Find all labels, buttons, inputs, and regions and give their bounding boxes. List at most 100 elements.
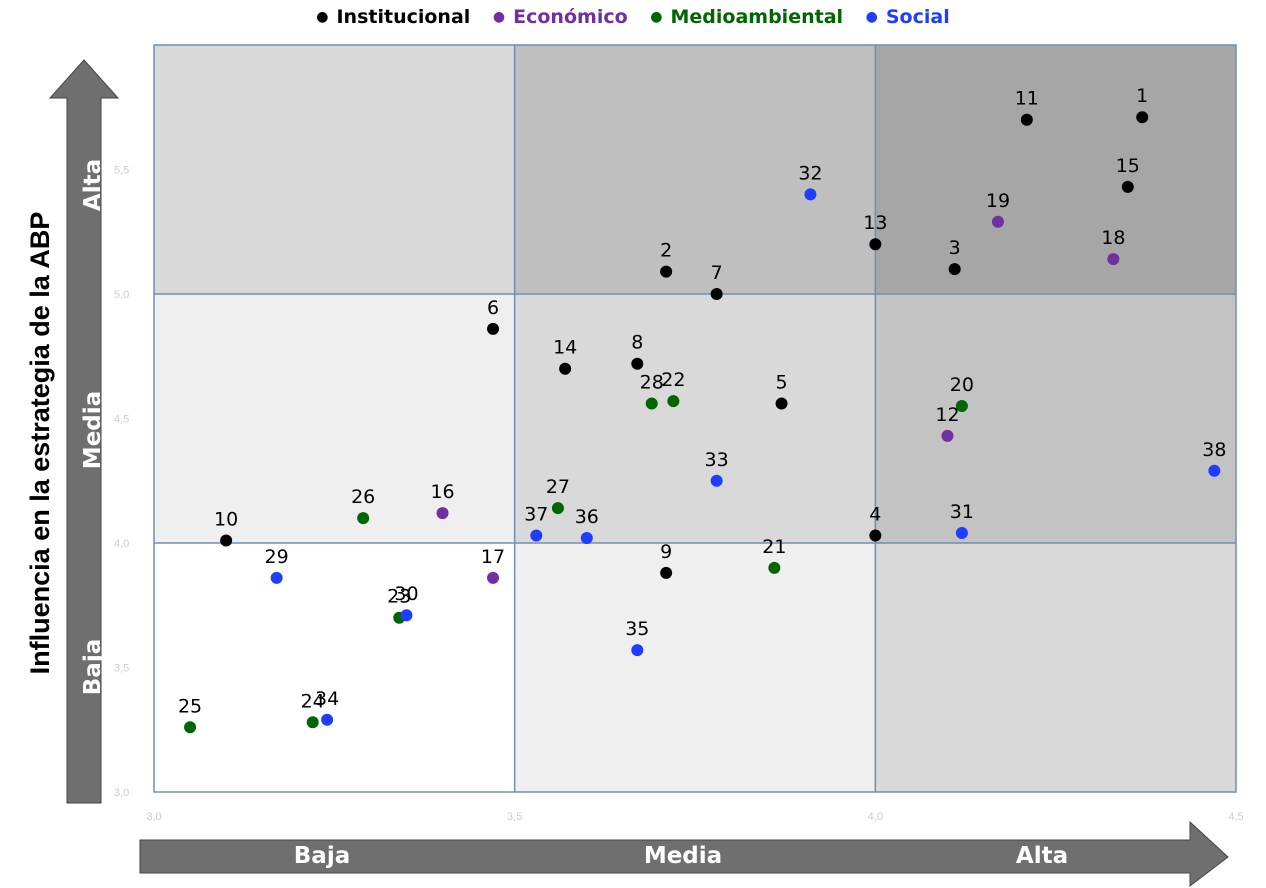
data-point-label: 23	[387, 586, 411, 608]
data-point-label: 5	[776, 372, 788, 394]
legend-label: Medioambiental	[670, 6, 844, 28]
legend: ● Institucional ● Económico ● Medioambienta…	[0, 6, 1266, 28]
data-point-label: 19	[986, 190, 1010, 212]
y-tick-label: 4,0	[114, 538, 129, 550]
data-point	[645, 397, 658, 410]
data-point	[869, 238, 882, 251]
data-point	[948, 263, 961, 276]
x-band-alta: Alta	[1015, 843, 1069, 869]
x-band-baja: Baja	[293, 843, 351, 869]
quadrant-cell	[514, 543, 876, 792]
quadrant-cell	[875, 294, 1236, 543]
data-point	[530, 529, 543, 542]
data-point	[955, 527, 968, 540]
data-point-label: 8	[631, 332, 643, 354]
legend-item-economico: ● Económico	[493, 6, 628, 28]
data-point	[955, 400, 968, 413]
data-point	[1208, 464, 1221, 477]
data-point-label: 25	[178, 695, 202, 717]
data-point-label: 1	[1136, 85, 1148, 107]
y-tick-label: 3,0	[114, 787, 129, 799]
data-point-label: 7	[711, 262, 723, 284]
x-tick-label: 3,5	[507, 811, 522, 823]
legend-marker-icon: ●	[316, 9, 329, 25]
x-axis-arrow	[139, 820, 1229, 888]
data-point	[551, 502, 564, 515]
data-point-label: 36	[575, 506, 599, 528]
data-point-label: 12	[935, 404, 959, 426]
quadrant-cell	[514, 294, 876, 543]
data-point-label: 34	[315, 688, 339, 710]
data-point	[991, 215, 1004, 228]
data-point-label: 13	[863, 212, 887, 234]
data-point	[768, 561, 781, 574]
data-point	[559, 362, 572, 375]
y-band-baja: Baja	[80, 638, 106, 696]
x-tick-label: 4,5	[1228, 811, 1243, 823]
y-band-media: Media	[80, 390, 106, 470]
data-point	[660, 265, 673, 278]
data-point-label: 22	[661, 369, 685, 391]
data-point	[487, 322, 500, 335]
data-point	[184, 721, 197, 734]
data-point	[775, 397, 788, 410]
data-point-label: 37	[524, 504, 548, 526]
quadrant-cell	[875, 45, 1236, 294]
data-point-label: 33	[705, 449, 729, 471]
data-point-label: 27	[546, 476, 570, 498]
data-point	[667, 395, 680, 408]
data-point	[306, 716, 319, 729]
data-point-label: 3	[949, 237, 961, 259]
legend-marker-icon: ●	[492, 9, 506, 25]
y-axis-arrow	[48, 59, 120, 804]
data-point-label: 10	[214, 509, 238, 531]
y-tick-label: 3,5	[114, 663, 129, 675]
data-point-label: 29	[265, 546, 289, 568]
data-point-label: 9	[660, 541, 672, 563]
data-point	[1020, 113, 1033, 126]
legend-item-social: ● Social	[866, 6, 950, 28]
data-point-label: 17	[481, 546, 505, 568]
legend-marker-icon: ●	[865, 9, 878, 25]
data-point	[710, 474, 723, 487]
data-point-label: 14	[553, 337, 577, 359]
data-point-label: 2	[660, 240, 672, 262]
data-point	[660, 566, 673, 579]
data-point-label: 35	[625, 618, 649, 640]
quadrant-cell	[154, 294, 515, 543]
data-point-label: 32	[798, 162, 822, 184]
data-point-label: 16	[430, 481, 454, 503]
data-point	[580, 532, 593, 545]
data-point	[1107, 253, 1120, 266]
x-tick-label: 3,0	[146, 811, 161, 823]
data-point	[710, 288, 723, 300]
data-point-label: 21	[762, 536, 786, 558]
data-point-label: 31	[950, 501, 974, 523]
quadrant-background	[154, 45, 1236, 792]
plot-frame	[153, 44, 1237, 793]
data-point	[220, 534, 233, 547]
y-tick-label: 5,0	[114, 289, 129, 301]
data-point-label: 11	[1015, 88, 1039, 110]
y-tick-label: 4,5	[114, 414, 129, 426]
y-axis-title: Influencia en la estrategia de la ABP	[25, 211, 55, 675]
y-tick-label: 5,5	[114, 165, 129, 177]
data-point-label: 38	[1202, 439, 1226, 461]
data-point	[631, 357, 644, 370]
legend-label: Económico	[513, 6, 628, 28]
y-band-alta: Alta	[80, 158, 106, 212]
data-point	[631, 644, 644, 657]
quadrant-cell	[875, 543, 1236, 792]
data-point-label: 6	[487, 297, 499, 319]
data-point	[487, 571, 500, 584]
legend-item-medioambiental: ● Medioambiental	[650, 6, 843, 28]
legend-label: Social	[885, 6, 950, 28]
tick-labels: 3,0 3,5 4,0 4,5 3,0 3,5 4,0 4,5 5,0 5,5	[114, 165, 1244, 824]
data-point-label: 20	[950, 374, 974, 396]
data-point-label: 15	[1116, 155, 1140, 177]
data-point	[270, 571, 283, 584]
quadrant-cell	[154, 543, 515, 792]
legend-marker-icon: ●	[650, 9, 663, 25]
data-point-label: 28	[640, 372, 664, 394]
data-point-label: 24	[301, 690, 325, 712]
